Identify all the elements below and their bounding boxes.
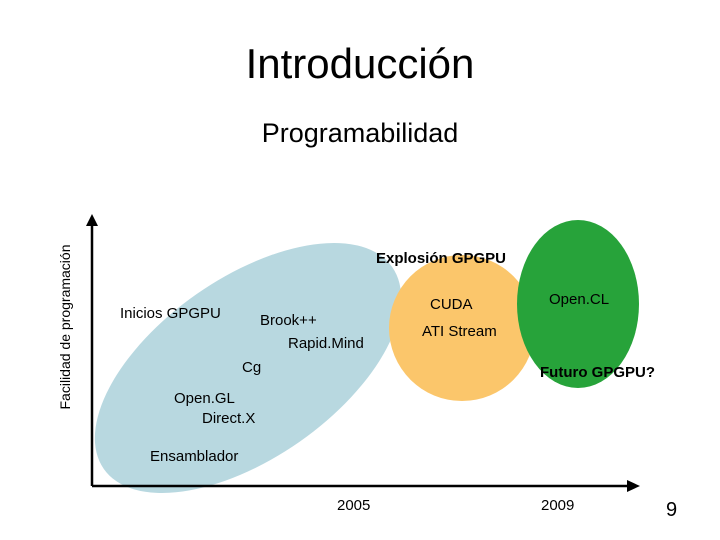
item-ensamblador: Ensamblador <box>150 448 238 465</box>
item-cg: Cg <box>242 359 261 376</box>
item-rapidmind: Rapid.Mind <box>288 335 364 352</box>
region-title-inicios: Inicios GPGPU <box>120 305 221 322</box>
page-number: 9 <box>666 499 677 521</box>
region-title-futuro: Futuro GPGPU? <box>540 364 655 381</box>
explosion-gpgpu-region <box>389 255 535 401</box>
y-axis-arrow <box>86 214 98 226</box>
slide-title: Introducción <box>245 40 475 87</box>
item-directx: Direct.X <box>202 410 255 427</box>
region-title-explosion: Explosión GPGPU <box>376 250 506 267</box>
early-gpgpu-region <box>94 242 402 494</box>
item-opencl: Open.CL <box>549 291 609 308</box>
item-opengl: Open.GL <box>174 390 235 407</box>
x-tick-2009: 2009 <box>541 497 574 514</box>
item-ati-stream: ATI Stream <box>422 323 497 340</box>
slide-subtitle: Programabilidad <box>261 118 459 148</box>
item-cuda: CUDA <box>430 296 473 313</box>
x-tick-2005: 2005 <box>337 497 370 514</box>
future-gpgpu-region <box>517 220 639 388</box>
item-brook: Brook++ <box>260 312 317 329</box>
x-axis-arrow <box>627 480 640 492</box>
